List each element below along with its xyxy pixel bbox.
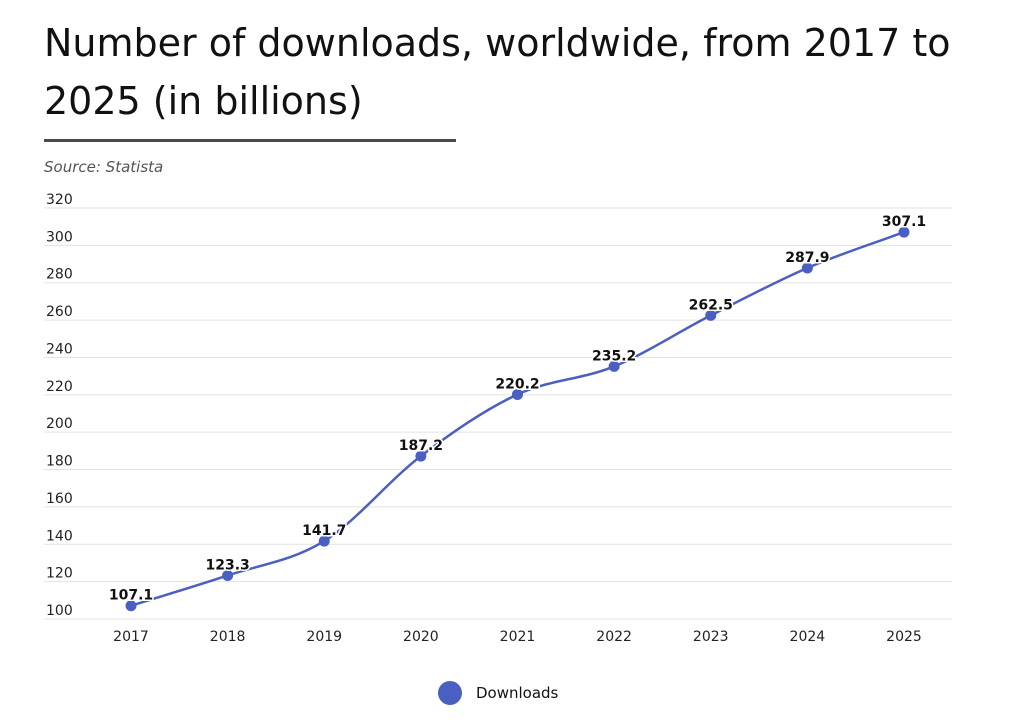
data-label-2019: 141.7 xyxy=(302,523,346,539)
y-axis-tick-labels: 100 120 140 160 180 200 220 240 260 280 300 320 xyxy=(46,192,73,619)
data-point-2019 xyxy=(318,535,330,547)
y-tick-label-100: 100 xyxy=(46,603,73,619)
chart-title: Number of downloads, worldwide, from 201… xyxy=(44,21,951,123)
y-tick-label-280: 280 xyxy=(46,267,73,283)
data-point-2025 xyxy=(898,226,910,238)
data-labels: 107.1 123.3 141.7 187.2 220.2 235.2 262.5 287.9… xyxy=(107,213,927,606)
x-tick-label-2022: 2022 xyxy=(596,629,632,645)
data-point-2020 xyxy=(415,450,427,462)
legend-label-downloads: Downloads xyxy=(476,684,559,702)
y-tick-label-260: 260 xyxy=(46,304,73,320)
data-label-2021: 220.2 xyxy=(495,376,539,392)
series-line-downloads xyxy=(130,230,905,607)
x-tick-label-2021: 2021 xyxy=(500,629,536,645)
data-label-2017: 107.1 xyxy=(109,588,153,604)
data-label-2024: 287.9 xyxy=(785,250,829,266)
title-underline xyxy=(44,139,456,142)
y-tick-label-300: 300 xyxy=(46,229,73,245)
x-tick-label-2020: 2020 xyxy=(403,629,439,645)
x-tick-label-2019: 2019 xyxy=(306,629,342,645)
data-point-2018 xyxy=(222,569,234,581)
y-tick-label-200: 200 xyxy=(46,416,73,432)
data-point-2024 xyxy=(801,262,813,274)
x-tick-label-2017: 2017 xyxy=(113,629,149,645)
x-tick-label-2025: 2025 xyxy=(886,629,922,645)
data-label-2023: 262.5 xyxy=(689,297,733,313)
x-axis-tick-labels: 2017 2018 2019 2020 2021 2022 2023 2024 2025 xyxy=(113,629,922,645)
data-point-2017 xyxy=(125,600,137,612)
y-tick-label-220: 220 xyxy=(46,379,73,395)
data-label-2018: 123.3 xyxy=(205,557,249,573)
y-tick-label-320: 320 xyxy=(46,192,73,208)
x-tick-label-2018: 2018 xyxy=(210,629,246,645)
y-tick-label-140: 140 xyxy=(46,528,73,544)
data-points xyxy=(125,226,910,612)
y-tick-label-120: 120 xyxy=(46,566,73,582)
data-point-2023 xyxy=(705,309,717,321)
data-label-2025: 307.1 xyxy=(882,214,926,230)
x-tick-label-2023: 2023 xyxy=(693,629,729,645)
source-note: Source: Statista xyxy=(44,158,164,176)
x-tick-label-2024: 2024 xyxy=(790,629,826,645)
data-point-2021 xyxy=(512,388,523,400)
data-label-2022: 235.2 xyxy=(592,348,636,364)
data-point-2022 xyxy=(608,360,620,372)
data-label-2020: 187.2 xyxy=(399,438,443,454)
y-tick-label-240: 240 xyxy=(46,341,73,357)
legend: Downloads xyxy=(438,679,558,707)
legend-swatch xyxy=(438,681,462,705)
grid-lines xyxy=(44,207,952,620)
series-line-group xyxy=(130,230,905,607)
y-tick-label-180: 180 xyxy=(46,454,73,470)
y-tick-label-160: 160 xyxy=(46,491,73,507)
